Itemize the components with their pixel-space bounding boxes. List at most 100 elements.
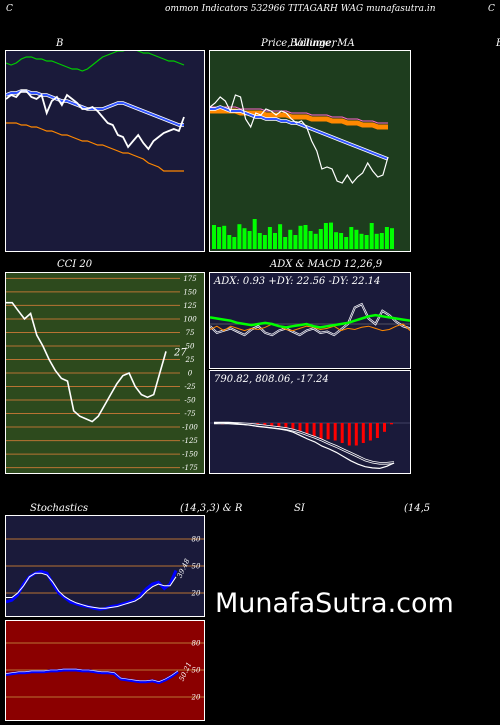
volume-bar bbox=[247, 231, 252, 249]
volume-bar bbox=[217, 227, 222, 249]
lower-band-line bbox=[6, 122, 184, 172]
macd-signal-line bbox=[214, 422, 395, 464]
macd-histogram-bar bbox=[298, 423, 302, 433]
volume-bar bbox=[318, 229, 323, 249]
rsi-tick-label: 80 bbox=[192, 640, 201, 648]
macd-histogram-bar bbox=[291, 423, 295, 430]
macd-histogram-bar bbox=[326, 423, 330, 440]
price-line bbox=[6, 90, 185, 151]
header-right: C bbox=[488, 4, 495, 14]
upper-band-line bbox=[6, 51, 185, 72]
volume-bar bbox=[262, 235, 267, 249]
volume-bar bbox=[237, 224, 242, 249]
macd-histogram-bar bbox=[383, 423, 386, 432]
stoch-last-value: 39.48 bbox=[176, 557, 192, 579]
volume-bar bbox=[349, 227, 354, 249]
bollinger-chart bbox=[6, 51, 185, 172]
macd-histogram-bar bbox=[361, 423, 365, 443]
adx-line bbox=[210, 313, 410, 329]
macd-histogram-bar bbox=[270, 423, 274, 427]
macd-panel: 790.82, 808.06, -17.24 bbox=[209, 370, 411, 474]
volume-bar bbox=[323, 223, 328, 249]
cci-title: CCI 20 bbox=[57, 259, 93, 270]
cci-tick-label: 150 bbox=[183, 288, 197, 296]
cci-tick-label: -175 bbox=[182, 464, 198, 472]
volume-bar bbox=[278, 224, 283, 249]
macd-histogram-bar bbox=[354, 423, 358, 446]
plus-di-line bbox=[210, 323, 410, 332]
macd-histogram-bar bbox=[319, 423, 323, 441]
volume-bar bbox=[242, 228, 247, 249]
cci-tick-label: -25 bbox=[184, 383, 196, 391]
volume-bar bbox=[267, 227, 272, 249]
bb-title: B bbox=[56, 38, 64, 49]
volume-bar bbox=[390, 228, 394, 249]
cci-tick-label: 0 bbox=[188, 370, 193, 378]
minus-di-halo bbox=[210, 302, 410, 337]
macd-histogram-bar bbox=[347, 423, 351, 446]
ma-short-line bbox=[210, 105, 389, 160]
cci-chart: 175 150 125 100 75 50 25 0 -25 -50 -75 -100 -125 -150… bbox=[6, 275, 198, 472]
volume-bar bbox=[212, 225, 216, 249]
volume-bar bbox=[374, 233, 379, 249]
right-edge-title: B bbox=[496, 38, 500, 49]
volume-bar bbox=[354, 229, 359, 249]
macd-histogram-bar bbox=[368, 423, 372, 441]
cci-tick-label: -150 bbox=[182, 451, 198, 459]
price-title: Price, Volume, MA bbox=[261, 38, 355, 49]
stoch-tick-label: 50 bbox=[192, 563, 201, 571]
adx-macd-title: ADX & MACD 12,26,9 bbox=[270, 259, 383, 270]
stochastics-panel: 80 50 20 39.48 bbox=[5, 515, 205, 617]
volume-bar bbox=[273, 233, 277, 249]
macd-histogram-bar bbox=[340, 423, 344, 443]
macd-line bbox=[213, 421, 395, 470]
volume-bar bbox=[379, 233, 384, 249]
macd-histogram-bar bbox=[333, 423, 337, 441]
macd-histogram-bar bbox=[305, 423, 309, 436]
volume-bar bbox=[283, 237, 288, 249]
stochastics-chart: 80 50 20 39.48 bbox=[6, 536, 204, 611]
macd-histogram-bar bbox=[375, 423, 379, 438]
macd-histogram-bar bbox=[312, 423, 316, 437]
stoch-d-line bbox=[6, 572, 177, 609]
volume-bar bbox=[232, 237, 237, 249]
stoch-title: Stochastics bbox=[30, 503, 88, 514]
volume-bar bbox=[359, 233, 364, 249]
stoch-tick-label: 20 bbox=[191, 590, 201, 598]
price-overlay-title: Bollinger bbox=[290, 38, 337, 49]
volume-bar bbox=[339, 233, 344, 249]
cci-tick-label: 125 bbox=[183, 302, 197, 310]
cci-tick-label: 25 bbox=[185, 356, 195, 364]
macd-histogram-bar bbox=[284, 423, 288, 428]
price-chart bbox=[210, 94, 394, 249]
volume-bar bbox=[252, 219, 257, 249]
stoch-k-line bbox=[6, 569, 178, 611]
macd-histogram-bar bbox=[277, 423, 281, 427]
ma-long-line bbox=[210, 106, 388, 124]
volume-bar bbox=[329, 222, 333, 249]
volume-bar bbox=[298, 225, 303, 249]
price-panel bbox=[209, 50, 411, 252]
cci-panel: 175 150 125 100 75 50 25 0 -25 -50 -75 -100 -125 -150… bbox=[5, 272, 205, 474]
cci-tick-label: -50 bbox=[184, 397, 196, 405]
stoch-params: (14,3,3) & R bbox=[180, 503, 243, 514]
volume-bar bbox=[369, 223, 374, 249]
cci-tick-label: 75 bbox=[186, 329, 195, 337]
adx-chart bbox=[210, 302, 410, 337]
rsi-title: SI bbox=[294, 503, 305, 514]
cci-tick-label: -75 bbox=[184, 410, 196, 418]
header-left: C bbox=[6, 4, 13, 14]
macd-histogram-bar bbox=[390, 423, 393, 425]
macd-readout: 790.82, 808.06, -17.24 bbox=[214, 374, 329, 385]
cci-tick-label: 100 bbox=[183, 315, 197, 323]
macd-signal-halo bbox=[214, 421, 395, 465]
cci-line bbox=[6, 301, 167, 423]
rsi-params: (14,5 bbox=[404, 503, 431, 514]
volume-bar bbox=[364, 235, 369, 249]
rsi-line bbox=[6, 668, 179, 685]
volume-bar bbox=[313, 233, 318, 249]
volume-bar bbox=[222, 225, 227, 249]
adx-panel: ADX: 0.93 +DY: 22.56 -DY: 22.14 bbox=[209, 272, 411, 369]
cci-tick-label: -100 bbox=[182, 424, 198, 432]
